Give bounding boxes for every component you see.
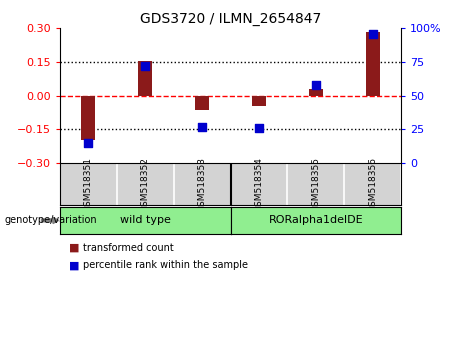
Bar: [366, 32, 380, 96]
Text: GSM518353: GSM518353: [198, 157, 207, 212]
Text: ■: ■: [69, 261, 80, 270]
Bar: [309, 89, 323, 96]
Bar: [81, 96, 95, 139]
Point: [312, 82, 319, 88]
Text: GSM518354: GSM518354: [254, 157, 263, 212]
Text: wild type: wild type: [120, 215, 171, 225]
Text: ■: ■: [69, 243, 80, 253]
Point: [255, 125, 263, 131]
Text: GSM518352: GSM518352: [141, 157, 150, 212]
Text: GSM518355: GSM518355: [311, 157, 320, 212]
Bar: [138, 61, 152, 96]
Text: RORalpha1delDE: RORalpha1delDE: [268, 215, 363, 225]
Bar: [252, 96, 266, 106]
Point: [369, 31, 376, 36]
Point: [198, 124, 206, 130]
Point: [142, 63, 149, 69]
Point: [85, 140, 92, 146]
Title: GDS3720 / ILMN_2654847: GDS3720 / ILMN_2654847: [140, 12, 321, 26]
Text: GSM518351: GSM518351: [84, 157, 93, 212]
Text: GSM518356: GSM518356: [368, 157, 377, 212]
Bar: [195, 96, 209, 110]
Text: percentile rank within the sample: percentile rank within the sample: [83, 261, 248, 270]
Text: transformed count: transformed count: [83, 243, 174, 253]
Text: genotype/variation: genotype/variation: [5, 215, 97, 225]
